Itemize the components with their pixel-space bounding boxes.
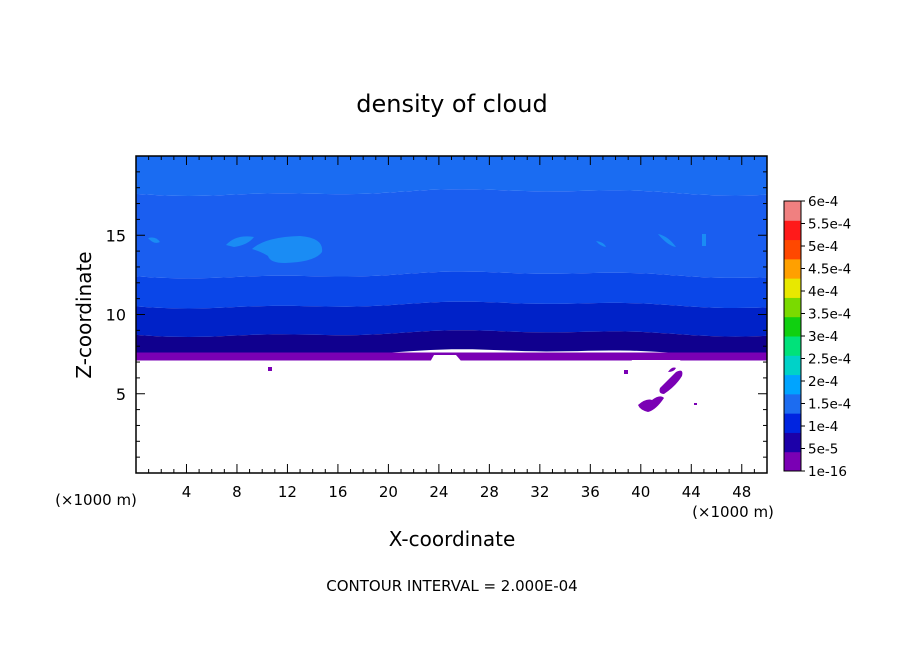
colorbar-level-label: 1e-16 [808,464,847,480]
contour-patch [252,236,323,263]
contour-band [136,189,767,279]
x-tick-label: 40 [631,483,650,501]
colorbar-swatch [784,201,801,221]
x-unit-right: (×1000 m) [692,503,774,521]
contour-interval-note: CONTOUR INTERVAL = 2.000E-04 [326,577,577,595]
clear-air-notch [430,355,462,362]
x-tick-label: 36 [581,483,600,501]
x-tick-label: 8 [232,483,242,501]
y-tick-label: 5 [116,385,126,404]
low-cloud-patch [268,367,272,371]
x-tick-label: 44 [682,483,701,501]
contour-patch [226,236,254,247]
colorbar-level-label: 4.5e-4 [808,262,851,278]
colorbar-level-label: 3e-4 [808,329,838,345]
low-cloud-patch [659,370,683,394]
low-cloud-patch [668,367,676,372]
low-cloud-patch [624,370,628,374]
colorbar-level-label: 3.5e-4 [808,307,851,323]
x-axis-label: X-coordinate [389,527,516,551]
contour-layers [136,156,767,361]
colorbar-level-label: 1e-4 [808,419,838,435]
axis-ticks [136,156,767,473]
colorbar-level-label: 2.5e-4 [808,352,851,368]
colorbar-swatch [784,432,801,453]
colorbar-level-label: 5e-5 [808,442,838,458]
colorbar-swatch [784,336,801,356]
colorbar-swatch [784,316,801,337]
x-tick-label: 48 [732,483,751,501]
contour-patch [702,234,706,246]
colorbar-swatch [784,413,801,433]
x-tick-label: 16 [328,483,347,501]
x-tick-label: 20 [379,483,398,501]
x-tick-label: 24 [429,483,448,501]
x-unit-left: (×1000 m) [55,491,137,509]
plot-area [136,156,767,473]
contour-band [136,160,767,196]
contour-patch [658,234,676,247]
x-tick-label: 32 [530,483,549,501]
colorbar-swatch [784,297,801,318]
colorbar-swatch [784,239,801,260]
x-tick-label: 4 [182,483,192,501]
colorbar-level-label: 5e-4 [808,239,838,255]
colorbar-swatch [784,393,801,414]
low-cloud-patch [694,403,697,405]
contour-band [136,301,767,337]
colorbar: 1e-16 5e-5 1e-4 1.5e-4 2e-4 2.5e-4 3e-4 3.5e-4 4… [783,194,851,480]
colorbar-swatch [784,451,801,472]
contour-patch [148,237,160,243]
colorbar-level-label: 2e-4 [808,374,838,390]
clear-air-notch [568,360,684,366]
x-tick-label: 12 [278,483,297,501]
colorbar-level-label: 4e-4 [808,284,838,300]
x-tick-label: 28 [480,483,499,501]
chart-title: density of cloud [356,90,547,118]
y-tick-label: 10 [106,306,126,325]
colorbar-level-label: 5.5e-4 [808,217,851,233]
colorbar-swatch [784,258,801,279]
contour-band [136,271,767,309]
colorbar-swatch [784,220,801,241]
colorbar-swatch [784,278,801,298]
contour-band [136,330,767,357]
colorbar-swatch [784,374,801,395]
colorbar-level-label: 1.5e-4 [808,397,851,413]
contour-detail-patches [148,234,706,412]
colorbar-level-label: 6e-4 [808,194,838,210]
contour-patch [596,241,606,247]
colorbar-swatch [784,355,801,376]
y-tick-label: 15 [106,226,126,245]
y-axis-label: Z-coordinate [72,251,96,378]
low-cloud-patch [638,396,664,412]
